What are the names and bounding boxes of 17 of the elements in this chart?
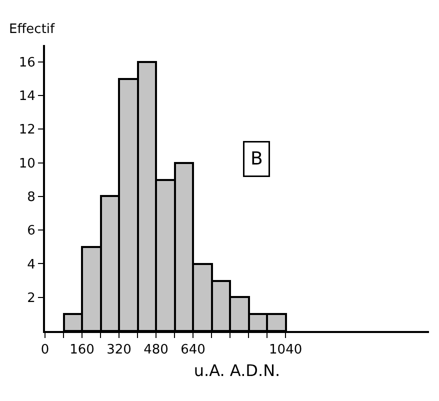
x-tick-label: 1040 <box>269 342 302 358</box>
y-tick-label: 2 <box>27 290 36 306</box>
y-tick-label: 10 <box>18 156 36 172</box>
y-axis-title: Effectif <box>9 22 56 37</box>
x-tick-label: 480 <box>144 342 168 358</box>
y-tick-label: 6 <box>27 224 36 239</box>
y-tick-label: 8 <box>27 190 36 205</box>
annotation: B <box>250 148 263 170</box>
y-tick-label: 16 <box>18 55 36 70</box>
y-tick-label: 4 <box>27 257 36 272</box>
y-tick-label: 12 <box>18 122 36 138</box>
x-tick-label: 640 <box>180 342 206 358</box>
y-tick-label: 14 <box>18 89 36 104</box>
x-tick-label: 320 <box>106 342 132 358</box>
x-tick-label: 0 <box>40 342 50 358</box>
x-axis-title: u.A. A.D.N. <box>194 360 280 380</box>
x-tick-label: 160 <box>70 342 94 358</box>
